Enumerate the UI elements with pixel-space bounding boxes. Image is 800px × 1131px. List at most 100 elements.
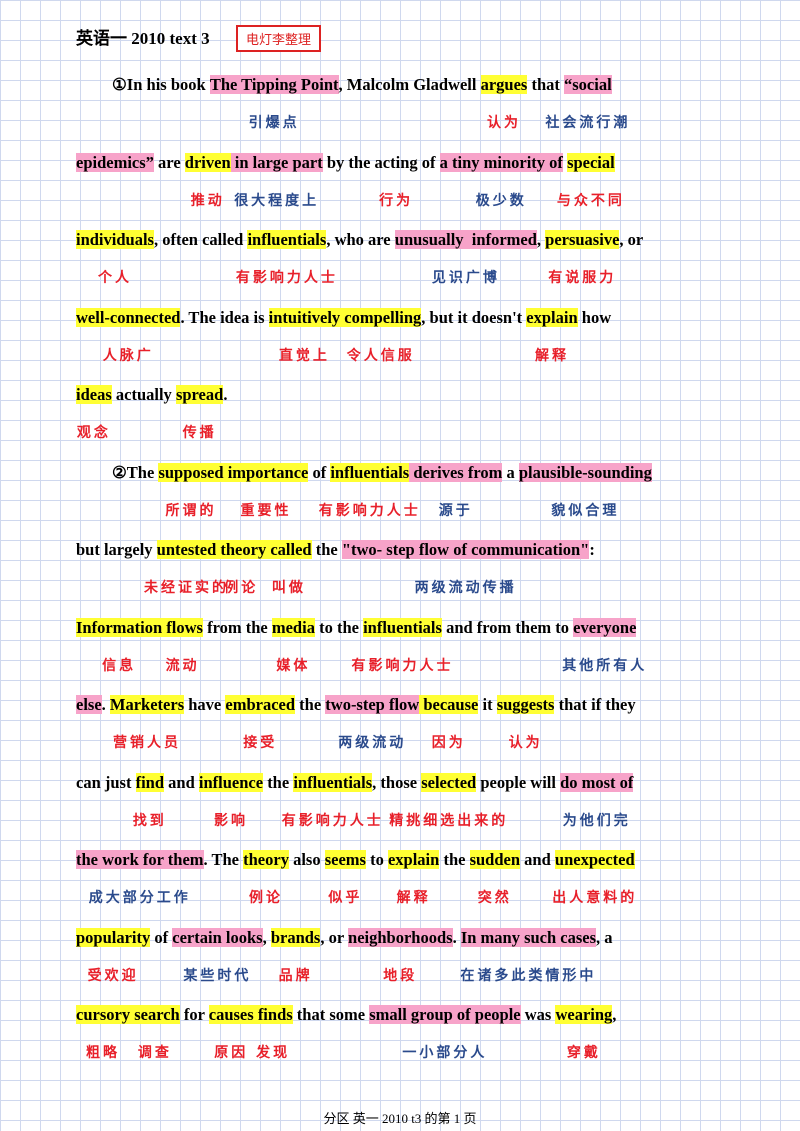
highlighted-text: driven: [184, 152, 231, 172]
annotation: 行为: [379, 192, 414, 209]
annotation: 媒体: [276, 657, 311, 674]
segment: popularity 受欢迎: [76, 923, 151, 984]
highlighted-text: unexpected: [554, 850, 635, 869]
segment: have: [184, 690, 225, 720]
highlighted-text: brands: [270, 927, 321, 947]
highlighted-text: influentials: [363, 617, 442, 637]
text: . The: [203, 850, 244, 869]
text-line: ideas 观念 actually spread 传播.: [76, 380, 776, 458]
segment: .: [453, 923, 461, 953]
highlighted-text: called: [266, 540, 312, 559]
segment: explain 解释: [387, 845, 440, 906]
highlighted-text: untested: [156, 540, 217, 559]
highlighted-text: wearing: [555, 1005, 613, 1024]
annotation: 推动: [190, 192, 225, 209]
text: and: [164, 772, 199, 792]
segment: because 因为: [419, 690, 479, 751]
text: a: [502, 462, 519, 482]
annotation: 人脉广: [102, 347, 154, 364]
annotation: 找到: [132, 812, 167, 829]
segment: ,: [263, 923, 271, 953]
text: have: [184, 695, 226, 714]
text: of: [417, 152, 440, 172]
segment: brands 品牌: [270, 923, 321, 984]
annotation: 解释: [534, 347, 569, 364]
text: of: [150, 927, 173, 947]
segment: a tiny minority of 极少数: [439, 148, 563, 209]
annotation: 观念: [76, 425, 111, 441]
highlighted-text: intuitively: [268, 307, 341, 327]
annotation: 例论: [224, 580, 259, 596]
highlighted-text: two-step flow: [325, 695, 420, 714]
text-line: Information 信息 flows 流动 from the media 媒体 t…: [76, 613, 776, 691]
highlighted-text: influentials: [330, 462, 410, 482]
segment: and: [520, 845, 555, 875]
highlighted-text: explain: [387, 850, 440, 869]
annotation: 令人信服: [346, 347, 415, 364]
segment: Information 信息: [76, 613, 163, 674]
segment: influentials 有影响力人士: [282, 768, 381, 829]
highlighted-text: derives from: [409, 462, 503, 482]
text: the: [263, 772, 294, 792]
highlighted-text: theory: [216, 540, 267, 559]
segment: epidemics”: [76, 148, 154, 178]
highlighted-text: cursory: [76, 1005, 131, 1024]
annotation: 地段: [383, 967, 418, 984]
segment: spread 传播: [175, 380, 224, 441]
segment: finds 发现: [253, 1000, 293, 1061]
segment: was: [521, 1000, 556, 1030]
text-line: can just find 找到 and influence 影响 the infl…: [76, 768, 776, 846]
segment: it: [478, 690, 496, 720]
annotation: 精挑细选出来的: [389, 812, 509, 829]
segment: by the: [323, 148, 375, 178]
annotation: 发现: [256, 1045, 291, 1061]
segment: called 叫做: [266, 535, 312, 596]
annotation: 有影响力人士: [281, 812, 384, 829]
text-line: epidemics” are driven 推动 in large part 很大程…: [76, 148, 776, 226]
segment: , but it doesn't: [421, 303, 526, 333]
highlighted-text: In many such cases: [460, 927, 597, 947]
text: ,: [262, 927, 271, 947]
text: it: [478, 695, 497, 714]
text-line: else. Marketers 营销人员 have embraced 接受 the …: [76, 690, 776, 768]
segment: of: [150, 923, 172, 953]
segment: flows 流动: [162, 613, 203, 674]
segment: , or: [320, 923, 348, 953]
text: . The idea is: [180, 307, 269, 327]
annotation: 有影响力人士: [235, 270, 338, 286]
highlighted-text: well-connected: [76, 307, 181, 327]
annotation: 穿戴: [566, 1045, 601, 1061]
segment: argues 认为: [480, 70, 528, 131]
annotation: 重要性: [240, 502, 292, 519]
segment: everyone 其他所有人: [562, 613, 644, 674]
highlighted-text: flows: [162, 617, 203, 637]
segment: , a: [596, 923, 613, 953]
highlighted-text: Marketers: [109, 695, 185, 714]
segment: the: [312, 535, 342, 565]
annotation: 与众不同: [556, 192, 625, 209]
annotation: 在诸多此类情形中: [460, 967, 597, 984]
annotation: 因为: [431, 735, 466, 751]
segment: , who are: [326, 225, 394, 255]
segment: but largely: [76, 535, 157, 565]
annotation: 貌似合理: [551, 502, 620, 519]
segment: of: [418, 148, 440, 178]
highlighted-text: influence: [198, 772, 264, 792]
segment: actually: [112, 380, 176, 410]
segment: the work for them 成大部分工作: [76, 845, 204, 906]
text-line: ②The supposed 所谓的 importance 重要性 of influe…: [76, 458, 776, 536]
highlighted-text: selected: [421, 772, 477, 792]
text: .: [223, 385, 228, 404]
segment: , those: [372, 768, 421, 798]
segment: , often called: [154, 225, 247, 255]
highlighted-text: persuasive: [545, 230, 620, 249]
segment: small group of people 一小部分人: [369, 1000, 521, 1061]
text: and from them to: [441, 617, 574, 637]
highlighted-text: sudden: [469, 850, 521, 869]
annotation: 个人: [97, 270, 132, 286]
highlighted-text: individuals: [76, 230, 154, 249]
segment: well-connected 人脉广: [76, 303, 181, 364]
text-line: ①In his book The Tipping Point 引爆点 , Malco…: [76, 70, 776, 148]
segment: untested 未经证实的: [144, 535, 226, 596]
